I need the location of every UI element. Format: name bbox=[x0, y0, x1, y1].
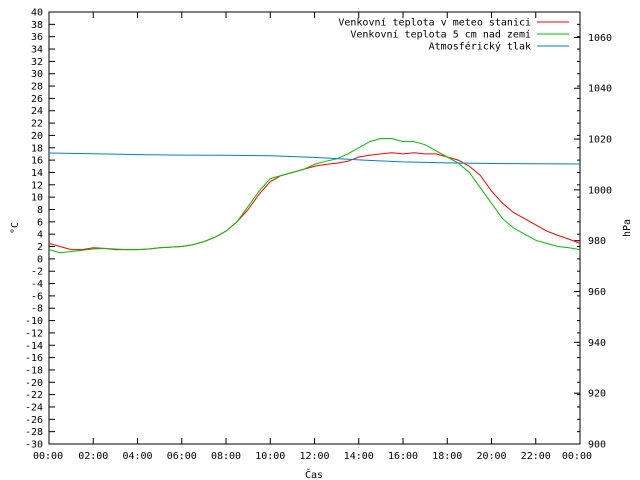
y-axis-label: °C bbox=[10, 222, 21, 234]
y-tick-label: -14 bbox=[25, 341, 43, 352]
y2-tick-label: 1060 bbox=[588, 33, 612, 44]
y2-tick-label: 1020 bbox=[588, 135, 612, 146]
legend-label-0: Venkovní teplota v meteo stanici bbox=[338, 17, 531, 29]
legend-label-1: Venkovní teplota 5 cm nad zemí bbox=[350, 29, 531, 41]
series-line-2 bbox=[48, 152, 581, 165]
y-tick-label: -12 bbox=[25, 328, 43, 339]
x-axis: 00:00 02:00 04:00 06:00 08:00 10:00 12:00 14:00… bbox=[33, 12, 592, 462]
y-tick-label: 38 bbox=[31, 20, 43, 31]
y-tick-label: -8 bbox=[31, 304, 43, 315]
x-tick-label: 16:00 bbox=[388, 451, 418, 462]
y2-tick-label: 1000 bbox=[588, 185, 612, 196]
y-tick-label: 0 bbox=[37, 254, 43, 265]
y-tick-label: -10 bbox=[25, 316, 43, 327]
y-tick-label: 10 bbox=[31, 193, 43, 204]
y2-tick-label: 900 bbox=[588, 440, 606, 451]
y-tick-label: -24 bbox=[25, 402, 43, 413]
y2-tick-label: 980 bbox=[588, 236, 606, 247]
y-tick-label: 8 bbox=[37, 205, 43, 216]
x-tick-label: 06:00 bbox=[167, 451, 197, 462]
y-tick-label: -18 bbox=[25, 365, 43, 376]
legend-label-2: Atmosférický tlak bbox=[429, 41, 531, 53]
y-tick-label: 26 bbox=[31, 94, 43, 105]
y-tick-label: -22 bbox=[25, 390, 43, 401]
x-tick-label: 00:00 bbox=[562, 451, 592, 462]
y-tick-label: 40 bbox=[31, 8, 43, 19]
y-tick-label: 20 bbox=[31, 131, 43, 142]
legend: Venkovní teplota v meteo staniciVenkovní… bbox=[338, 17, 569, 53]
x-tick-label: 10:00 bbox=[255, 451, 285, 462]
y-tick-label: -28 bbox=[25, 427, 43, 438]
y-tick-label: -2 bbox=[31, 267, 43, 278]
series-lines bbox=[48, 138, 581, 254]
x-tick-label: 02:00 bbox=[78, 451, 108, 462]
y-axis-left: 4038363432302826242220181614121086420-2-… bbox=[25, 8, 580, 451]
y-tick-label: 12 bbox=[31, 180, 43, 191]
x-tick-label: 20:00 bbox=[476, 451, 506, 462]
y-tick-label: -20 bbox=[25, 378, 43, 389]
y2-tick-label: 1040 bbox=[588, 84, 612, 95]
y-tick-label: 14 bbox=[31, 168, 43, 179]
y-tick-label: 2 bbox=[37, 242, 43, 253]
x-tick-label: 14:00 bbox=[344, 451, 374, 462]
x-tick-label: 22:00 bbox=[521, 451, 551, 462]
y-tick-label: 30 bbox=[31, 69, 43, 80]
y-tick-label: 32 bbox=[31, 57, 43, 68]
series-line-1 bbox=[48, 138, 581, 254]
x-tick-label: 04:00 bbox=[122, 451, 152, 462]
y-tick-label: 16 bbox=[31, 156, 43, 167]
y-axis-right: 1060 1040 1020 1000 980 960 940 920 900 bbox=[574, 33, 612, 451]
y-tick-label: 6 bbox=[37, 217, 43, 228]
y-tick-label: -4 bbox=[31, 279, 43, 290]
y-tick-label: 28 bbox=[31, 82, 43, 93]
y-tick-label: -26 bbox=[25, 415, 43, 426]
y-tick-label: 18 bbox=[31, 143, 43, 154]
x-axis-label: Čas bbox=[305, 468, 323, 480]
y-tick-label: 22 bbox=[31, 119, 43, 130]
y-tick-label: 24 bbox=[31, 106, 43, 117]
y2-tick-label: 920 bbox=[588, 389, 606, 400]
series-line-0 bbox=[48, 152, 581, 251]
y-tick-label: -30 bbox=[25, 440, 43, 451]
x-tick-label: 08:00 bbox=[211, 451, 241, 462]
y2-tick-label: 940 bbox=[588, 338, 606, 349]
x-tick-label: 18:00 bbox=[432, 451, 462, 462]
plot-frame bbox=[48, 11, 581, 445]
y-tick-label: 34 bbox=[31, 45, 43, 56]
y2-tick-label: 960 bbox=[588, 287, 606, 298]
x-tick-label: 00:00 bbox=[33, 451, 63, 462]
y-tick-label: 4 bbox=[37, 230, 43, 241]
y-tick-label: 36 bbox=[31, 32, 43, 43]
y2-axis-label: hPa bbox=[622, 219, 633, 237]
y-tick-label: -16 bbox=[25, 353, 43, 364]
x-tick-label: 12:00 bbox=[299, 451, 329, 462]
y-tick-label: -6 bbox=[31, 291, 43, 302]
